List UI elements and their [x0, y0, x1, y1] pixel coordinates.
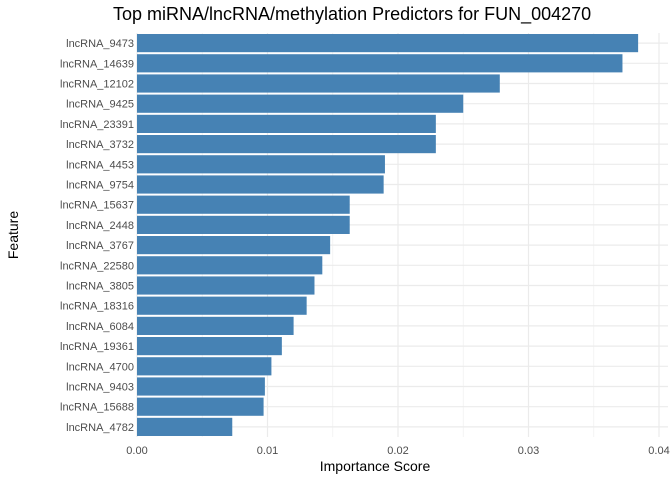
- y-tick-label: lncRNA_19361: [60, 341, 134, 353]
- bar-lncRNA_19361: [137, 337, 282, 356]
- bar-lncRNA_9473: [137, 34, 639, 53]
- x-tick-label: 0.03: [518, 445, 539, 457]
- y-axis-title: Feature: [5, 211, 21, 259]
- bars: [137, 34, 639, 436]
- chart-title: Top miRNA/lncRNA/methylation Predictors …: [113, 4, 591, 25]
- y-tick-label: lncRNA_3805: [66, 281, 134, 293]
- bar-lncRNA_2448: [137, 215, 350, 234]
- y-tick-label: lncRNA_9754: [66, 180, 134, 192]
- y-tick-label: lncRNA_6084: [66, 321, 134, 333]
- y-tick-label: lncRNA_3767: [66, 240, 134, 252]
- y-tick-label: lncRNA_9425: [66, 99, 134, 111]
- y-tick-label: lncRNA_23391: [60, 119, 134, 131]
- bar-lncRNA_23391: [137, 114, 436, 133]
- bar-lncRNA_14639: [137, 54, 623, 73]
- y-tick-label: lncRNA_18316: [60, 301, 134, 313]
- bar-lncRNA_6084: [137, 316, 294, 335]
- bar-lncRNA_4453: [137, 155, 385, 174]
- x-tick-label: 0.04: [648, 445, 669, 457]
- bar-lncRNA_3805: [137, 276, 315, 295]
- y-tick-label: lncRNA_4453: [66, 159, 134, 171]
- bar-lncRNA_4782: [137, 417, 233, 436]
- y-tick-label: lncRNA_4782: [66, 422, 134, 434]
- y-tick-label: lncRNA_22580: [60, 260, 134, 272]
- y-tick-label: lncRNA_15637: [60, 200, 134, 212]
- bar-lncRNA_9403: [137, 377, 265, 396]
- bar-lncRNA_15688: [137, 397, 264, 416]
- x-tick-labels: 0.00 0.01 0.02 0.03 0.04: [126, 445, 669, 457]
- bar-lncRNA_9425: [137, 94, 464, 113]
- bar-lncRNA_18316: [137, 296, 307, 315]
- x-tick-label: 0.02: [387, 445, 408, 457]
- y-tick-label: lncRNA_4700: [66, 361, 134, 373]
- y-tick-label: lncRNA_14639: [60, 58, 134, 70]
- x-axis-title: Importance Score: [320, 458, 431, 474]
- bar-lncRNA_9754: [137, 175, 384, 194]
- y-tick-label: lncRNA_2448: [66, 220, 134, 232]
- y-tick-label: lncRNA_15688: [60, 402, 134, 414]
- x-tick-label: 0.00: [126, 445, 147, 457]
- bar-lncRNA_12102: [137, 74, 500, 93]
- y-tick-label: lncRNA_12102: [60, 79, 134, 91]
- y-tick-label: lncRNA_9403: [66, 382, 134, 394]
- y-tick-label: lncRNA_3732: [66, 139, 134, 151]
- bar-lncRNA_3767: [137, 236, 331, 255]
- y-tick-label: lncRNA_9473: [66, 38, 134, 50]
- bar-lncRNA_15637: [137, 195, 350, 214]
- bar-lncRNA_4700: [137, 357, 272, 376]
- y-tick-labels: lncRNA_9473 lncRNA_14639 lncRNA_12102 lncRN…: [60, 38, 134, 434]
- x-tick-label: 0.01: [257, 445, 278, 457]
- bar-lncRNA_3732: [137, 135, 436, 154]
- bar-lncRNA_22580: [137, 256, 323, 275]
